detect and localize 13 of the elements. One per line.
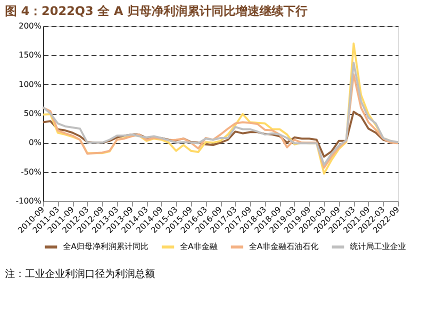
y-tick-label: 0% [28, 138, 42, 148]
y-tick-label: 150% [18, 50, 42, 60]
y-tick-label: -100% [16, 196, 42, 206]
legend-label: 全A非金融 [180, 242, 218, 251]
y-tick-label: 100% [18, 80, 42, 89]
y-tick-label: 200% [18, 22, 42, 30]
y-tick-label: -50% [20, 167, 42, 176]
chart-title: 图 4：2022Q3 全 A 归母净利润累计同比增速继续下行 [5, 4, 308, 18]
legend-label: 全A归母净利润累计同比 [63, 242, 148, 251]
legend-label: 统计局工业企业 [350, 242, 406, 251]
text: 注：工业企业利润口径为利润总额 [5, 268, 155, 280]
y-tick-label: 50% [24, 109, 42, 118]
legend-label: 全A非金融石油石化 [249, 242, 318, 251]
